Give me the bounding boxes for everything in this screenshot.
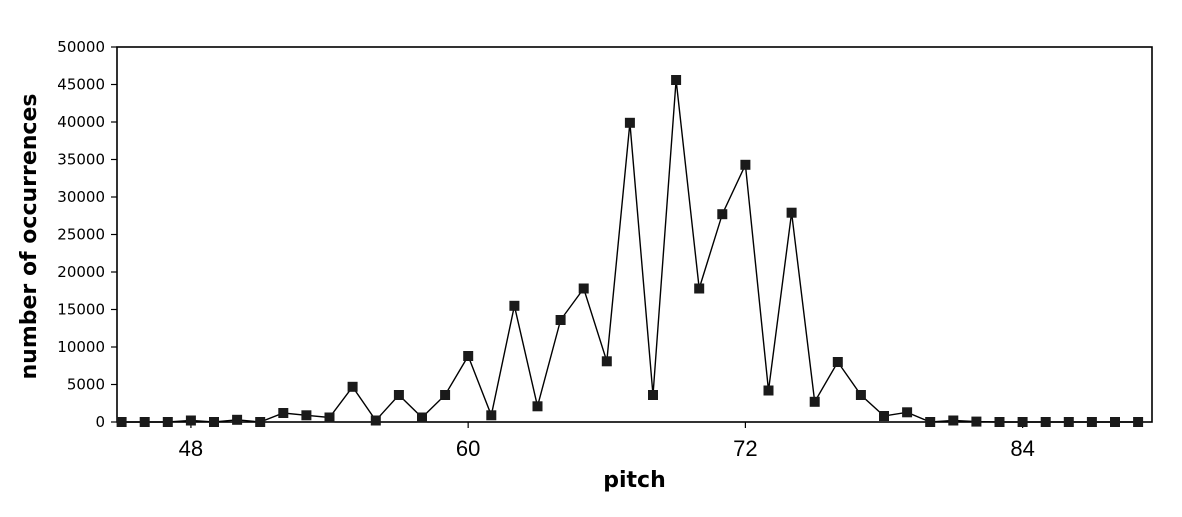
data-point-marker	[1133, 417, 1144, 427]
data-markers	[116, 75, 1144, 427]
data-point-marker	[832, 357, 843, 367]
data-point-marker	[555, 315, 566, 325]
data-point-marker	[162, 417, 173, 427]
y-tick-label: 50000	[57, 38, 105, 56]
y-tick-label: 45000	[57, 76, 105, 94]
y-tick-label: 20000	[57, 263, 105, 281]
data-point-marker	[740, 159, 751, 170]
y-tick-label: 40000	[57, 113, 105, 131]
y-tick-label: 25000	[57, 226, 105, 244]
data-point-marker	[648, 390, 658, 400]
data-point-marker	[509, 300, 520, 311]
data-point-marker	[347, 381, 358, 392]
data-point-marker	[1086, 417, 1097, 427]
data-point-marker	[786, 207, 797, 218]
data-point-marker	[463, 351, 474, 361]
data-point-marker	[185, 415, 196, 426]
data-point-marker	[209, 417, 219, 427]
data-point-marker	[902, 407, 913, 418]
data-point-marker	[925, 417, 936, 427]
y-axis-title: number of occurrences	[17, 94, 42, 380]
data-point-marker	[324, 412, 335, 423]
y-tick-label: 0	[95, 413, 105, 431]
data-point-marker	[1017, 417, 1028, 427]
data-point-marker	[139, 417, 150, 427]
series-line	[121, 79, 1139, 423]
y-tick-label: 15000	[57, 301, 105, 319]
x-axis-title: pitch	[603, 468, 666, 493]
data-point-marker	[879, 411, 889, 421]
data-point-marker	[301, 410, 312, 421]
x-tick-label: 48	[179, 436, 203, 461]
x-tick-label: 60	[456, 436, 480, 461]
y-axis-ticks: 0 5000 10000 15000 20000 25000 30000 35000 40000…	[57, 38, 117, 431]
data-point-marker	[855, 390, 866, 400]
data-point-marker	[809, 396, 820, 407]
y-tick-label: 5000	[67, 376, 105, 394]
data-point-marker	[440, 390, 451, 400]
x-tick-label: 84	[1010, 436, 1034, 461]
data-point-marker	[1110, 417, 1120, 427]
data-point-marker	[278, 408, 289, 418]
x-tick-label: 72	[733, 436, 757, 461]
data-point-marker	[417, 412, 427, 423]
data-point-marker	[370, 415, 381, 426]
data-point-marker	[232, 414, 243, 425]
data-point-marker	[486, 410, 497, 421]
data-point-marker	[116, 417, 127, 427]
data-point-marker	[994, 417, 1005, 427]
y-tick-label: 10000	[57, 338, 105, 356]
data-point-marker	[578, 283, 589, 294]
data-point-marker	[1063, 417, 1074, 427]
y-tick-label: 30000	[57, 188, 105, 206]
data-point-marker	[694, 283, 705, 294]
data-point-marker	[624, 117, 635, 128]
data-point-marker	[1040, 417, 1051, 427]
y-tick-label: 35000	[57, 151, 105, 169]
data-point-marker	[671, 75, 682, 85]
data-point-marker	[532, 401, 543, 412]
data-point-marker	[393, 390, 404, 400]
data-point-marker	[971, 416, 982, 427]
data-point-marker	[717, 209, 728, 220]
data-point-marker	[601, 356, 612, 367]
data-point-marker	[763, 385, 774, 396]
plot-frame	[116, 46, 1153, 423]
data-point-marker	[948, 415, 959, 426]
x-axis-ticks: 48 60 72 84	[179, 422, 1035, 461]
data-point-marker	[255, 417, 266, 427]
